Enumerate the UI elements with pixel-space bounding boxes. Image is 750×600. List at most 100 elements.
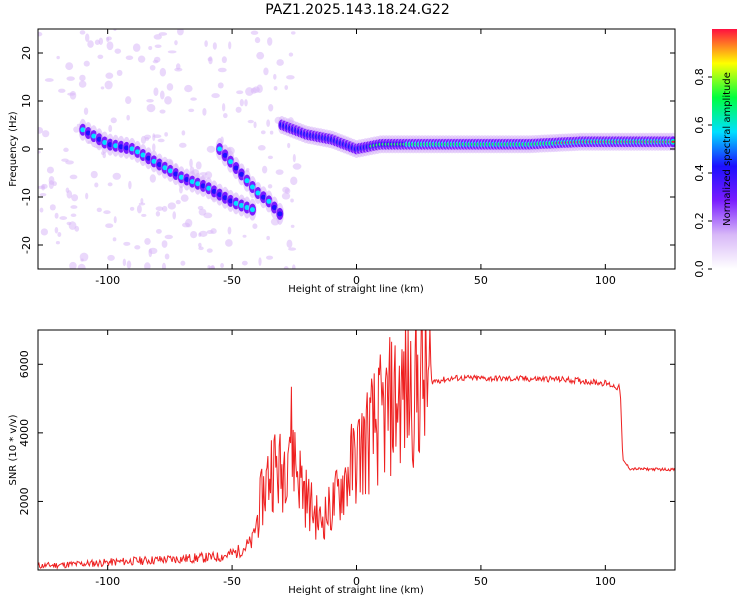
heatmap-speckle [153,87,159,96]
heatmap-core [228,198,234,204]
heatmap-speckle [137,55,146,63]
heatmap-speckle [114,48,122,54]
heatmap-speckle [38,150,41,154]
heatmap-speckle [146,103,156,113]
heatmap-core [244,178,250,184]
heatmap-speckle [206,145,216,153]
heatmap-speckle [136,204,142,214]
heatmap-speckle [223,113,228,119]
heatmap-speckle [112,237,117,242]
heatmap-speckle [56,55,60,60]
heatmap-peak-max [671,140,675,143]
heatmap-speckle [108,124,113,133]
heatmap-speckle [106,41,114,51]
heatmap-speckle [220,263,224,268]
heatmap-speckle [284,85,289,90]
heatmap-speckle [152,59,159,64]
heatmap-core [222,152,228,158]
heatmap-speckle [247,119,254,124]
heatmap-speckle [175,199,181,205]
heatmap-speckle [148,248,153,258]
colorbar-tick-label: 0.4 [693,164,706,182]
heatmap-core [206,185,212,191]
heatmap-speckle [291,264,296,269]
heatmap-speckle [190,230,198,239]
heatmap-speckle [39,207,44,213]
heatmap-speckle [96,207,102,213]
heatmap-speckle [178,142,187,148]
heatmap-speckle [281,192,291,200]
heatmap-marks [38,29,675,269]
heatmap-speckle [174,40,178,46]
heatmap-speckle [79,74,86,82]
heatmap-core [249,207,255,213]
heatmap-y-tick-label: -10 [20,188,33,206]
heatmap-speckle [79,30,86,35]
snr-x-tick-label: -100 [95,575,120,588]
heatmap-core [85,130,91,136]
heatmap-speckle [128,180,132,190]
colorbar-tick-label: 0.0 [693,260,706,278]
heatmap-speckle [63,147,69,153]
heatmap-speckle [65,62,74,71]
heatmap-speckle [94,39,100,45]
heatmap-speckle [85,192,89,200]
heatmap-core [80,127,86,133]
heatmap-speckle [69,261,77,269]
heatmap-x-tick-label: 50 [474,274,488,287]
heatmap-speckle [164,96,172,105]
heatmap-core [189,179,195,185]
heatmap-speckle [283,266,289,269]
heatmap-speckle [203,212,213,219]
heatmap-speckle [66,76,75,81]
snr-background [38,330,675,570]
heatmap-core [140,152,146,158]
heatmap-speckle [152,133,156,141]
heatmap-speckle [241,260,248,266]
heatmap-speckle [236,90,244,95]
heatmap-speckle [242,234,247,238]
heatmap-speckle [158,32,168,36]
heatmap-speckle [245,87,254,96]
heatmap-core [118,144,124,150]
heatmap-speckle [195,161,202,170]
heatmap-core [217,192,223,198]
heatmap-speckle [266,119,271,127]
heatmap-speckle [107,254,115,261]
heatmap-speckle [40,228,48,236]
heatmap-speckle [87,40,94,48]
heatmap-speckle [49,204,56,211]
heatmap-core [107,142,113,148]
heatmap-speckle [155,228,162,234]
heatmap-speckle [141,213,147,218]
heatmap-speckle [159,109,166,114]
heatmap-core [195,181,201,187]
heatmap-speckle [267,155,274,160]
heatmap-speckle [212,42,217,50]
heatmap-core [102,139,108,145]
heatmap-speckle [161,240,168,248]
heatmap-speckle [155,206,164,211]
heatmap-speckle [286,239,293,249]
heatmap-x-tick-label: -100 [95,274,120,287]
heatmap-speckle [269,130,274,135]
heatmap-core [200,183,206,189]
heatmap-speckle [221,103,226,112]
colorbar-gradient [712,29,737,269]
heatmap-speckle [184,84,193,93]
heatmap-core [167,168,173,174]
heatmap-speckle [90,170,98,179]
heatmap-speckle [78,80,87,88]
heatmap-speckle [208,265,215,269]
heatmap-core [135,149,141,155]
heatmap-speckle [235,106,242,113]
heatmap-speckle [48,180,54,189]
heatmap-speckle [256,51,265,60]
heatmap-speckle [105,72,114,79]
heatmap-speckle [80,258,84,262]
heatmap-core [145,155,151,161]
heatmap-speckle [85,33,90,42]
heatmap-speckle [138,202,146,206]
snr-x-label: Height of straight line (km) [288,585,424,596]
